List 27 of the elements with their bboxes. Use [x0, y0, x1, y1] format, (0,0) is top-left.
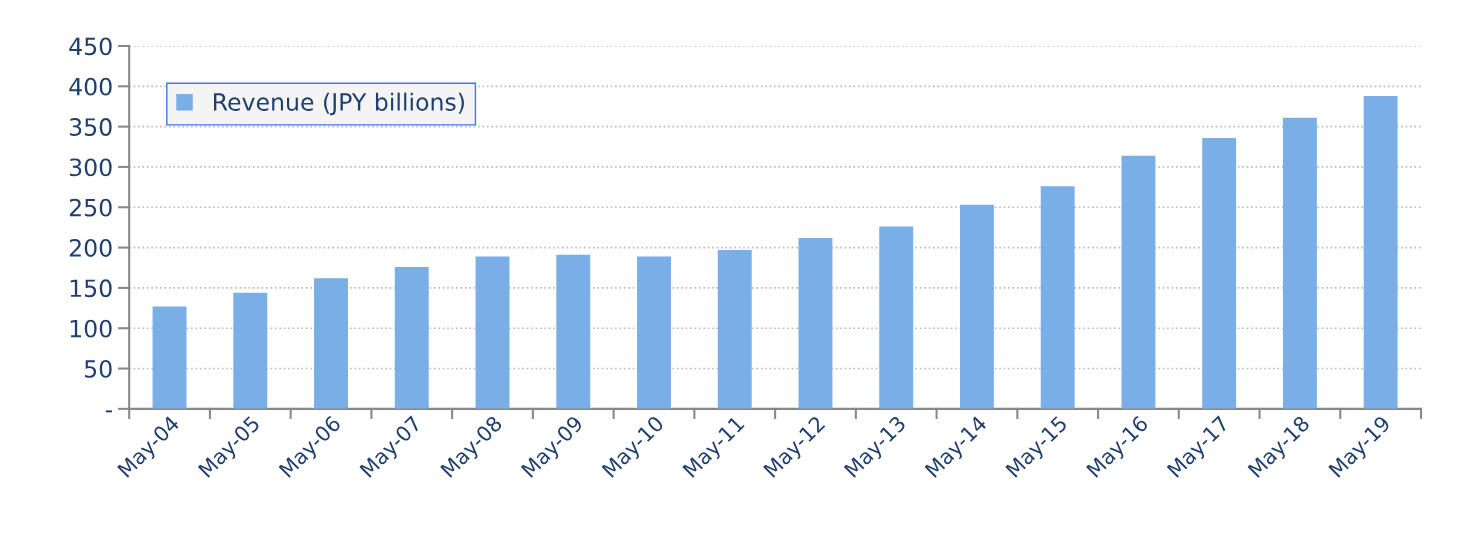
y-tick-label: 150 [70, 279, 112, 298]
bar [879, 226, 914, 409]
y-tick-label: 250 [69, 198, 112, 217]
bar [1040, 186, 1075, 409]
bar [717, 250, 752, 409]
bar [1363, 95, 1398, 409]
y-tick-label: 400 [69, 77, 112, 96]
bar [394, 266, 429, 409]
y-tick-label: 350 [69, 118, 112, 136]
bar [233, 292, 268, 409]
bar [556, 254, 591, 409]
legend-label: Revenue (JPY billions) [214, 92, 464, 116]
bar [1282, 117, 1317, 409]
y-tick-label: 300 [69, 158, 112, 177]
bar [637, 256, 671, 409]
y-tick-label: - [105, 410, 113, 413]
bar [960, 204, 994, 409]
bar [152, 306, 187, 409]
y-tick-label: 100 [70, 319, 112, 338]
bar [798, 237, 833, 409]
bar [1121, 155, 1156, 409]
y-tick-label: 450 [69, 37, 112, 56]
bar [1202, 137, 1237, 409]
y-tick-label: 50 [84, 359, 112, 378]
y-tick-label: 200 [69, 239, 112, 257]
bar [475, 256, 510, 409]
bar [314, 278, 348, 409]
